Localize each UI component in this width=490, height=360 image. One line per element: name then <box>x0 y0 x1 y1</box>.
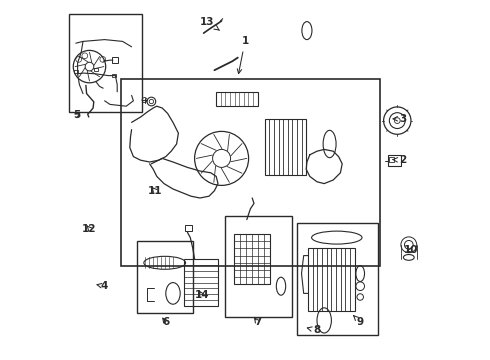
Text: 8: 8 <box>307 325 320 336</box>
Bar <box>388 155 401 166</box>
Text: 14: 14 <box>195 290 209 300</box>
Text: 12: 12 <box>82 224 97 234</box>
Text: 13: 13 <box>200 17 220 30</box>
Text: 6: 6 <box>162 317 170 327</box>
Bar <box>308 248 355 311</box>
Text: 3: 3 <box>393 114 407 124</box>
Bar <box>297 223 378 335</box>
Text: 4: 4 <box>97 281 108 291</box>
Text: 11: 11 <box>148 186 162 196</box>
Bar <box>216 92 258 106</box>
Bar <box>265 119 306 175</box>
Text: 2: 2 <box>393 155 406 165</box>
Bar <box>74 70 78 73</box>
Bar <box>184 259 218 306</box>
Text: 9: 9 <box>354 316 364 327</box>
Text: 1: 1 <box>237 36 248 73</box>
Bar <box>112 74 116 77</box>
Text: 7: 7 <box>254 317 261 327</box>
Bar <box>225 216 292 317</box>
Text: 10: 10 <box>403 245 418 255</box>
Bar <box>69 14 143 112</box>
Bar <box>234 234 270 284</box>
Bar <box>112 57 118 63</box>
Bar <box>137 241 193 313</box>
Bar <box>390 157 394 162</box>
Bar <box>121 79 380 266</box>
Bar <box>94 68 98 71</box>
Text: 5: 5 <box>74 110 80 120</box>
